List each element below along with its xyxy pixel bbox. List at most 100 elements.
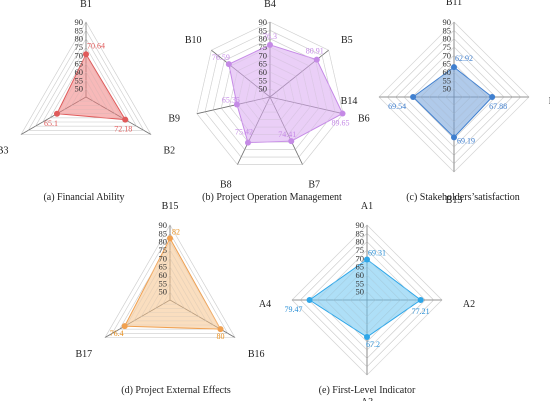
data-area: [123, 237, 222, 330]
panel-caption: (b) Project Operation Management: [202, 192, 342, 203]
tick-label: 80: [356, 237, 365, 247]
tick-label: 55: [356, 278, 365, 288]
tick-label: 50: [159, 287, 168, 297]
grid-overlay: [126, 249, 214, 326]
tick-label: 60: [356, 270, 365, 280]
grid-overlay: [56, 63, 116, 114]
data-point-A1: [364, 256, 370, 263]
axis-label-B7: B7: [308, 179, 320, 190]
tick-label: 80: [259, 34, 268, 44]
tick-label: 75: [443, 42, 452, 52]
data-area: [228, 44, 344, 144]
grid-overlay: [49, 54, 123, 119]
tick-label: 55: [75, 75, 84, 85]
panel-caption: (d) Project External Effects: [121, 385, 231, 396]
tick-label: 90: [443, 17, 452, 27]
grid-ring: [42, 46, 130, 123]
axis-label-B17: B17: [75, 349, 92, 360]
grid-overlay: [349, 282, 385, 318]
tick-label: 55: [259, 75, 268, 85]
grid-overlay: [291, 224, 443, 376]
tick-label: 50: [259, 84, 268, 94]
grid-overlay: [324, 257, 410, 343]
axis-label-B6: B6: [358, 114, 370, 125]
grid-overlay: [140, 266, 200, 317]
value-label-B14: 69.54: [388, 102, 406, 111]
value-label-B4: 76.3: [263, 32, 277, 41]
data-point-B15: [167, 235, 173, 242]
grid-overlay: [386, 29, 522, 165]
grid-overlay: [341, 274, 393, 326]
grid-overlay: [245, 71, 295, 120]
value-label-B5: 80.91: [306, 47, 324, 56]
tick-label: 90: [259, 17, 268, 27]
value-label-B15: 82: [172, 227, 180, 236]
axis-label-B14: B14: [341, 96, 358, 107]
grid-ring: [27, 29, 145, 131]
axis-label-B2: B2: [164, 146, 176, 157]
tick-label: 65: [75, 59, 84, 69]
tick-label: 75: [356, 245, 365, 255]
grid-overlay: [333, 266, 401, 334]
value-label-B2: 72.18: [114, 125, 132, 134]
data-point-B10: [225, 61, 232, 68]
value-label-A4: 79.47: [285, 305, 303, 314]
value-label-B12: 67.88: [489, 102, 507, 111]
axis-label-B12: B12: [549, 96, 550, 107]
tick-label: 65: [259, 59, 268, 69]
data-point-B9: [233, 101, 240, 108]
data-point-B16: [217, 326, 224, 333]
axis-label-B9: B9: [168, 114, 180, 125]
grid-overlay: [229, 55, 311, 135]
grid-overlay: [42, 46, 130, 123]
tick-label: 70: [159, 253, 168, 263]
grid-overlay: [162, 291, 178, 305]
grid-overlay: [316, 249, 418, 351]
data-point-B4: [267, 41, 273, 48]
tick-label: 60: [443, 67, 452, 77]
data-point-B2: [122, 116, 129, 123]
tick-label: 75: [159, 245, 168, 255]
grid-overlay: [71, 79, 101, 106]
value-label-A1: 69.31: [368, 248, 386, 257]
tick-label: 90: [356, 220, 365, 230]
tick-label: 50: [356, 287, 365, 297]
grid-overlay: [445, 88, 463, 106]
grid-overlay: [220, 46, 320, 143]
grid-overlay: [78, 88, 94, 102]
axis-label-B1: B1: [80, 0, 92, 10]
grid-overlay: [155, 282, 185, 309]
grid-overlay: [378, 21, 530, 173]
tick-label: 60: [159, 270, 168, 280]
tick-label: 85: [259, 25, 268, 35]
data-point-A3: [364, 334, 370, 340]
axis-label-B15: B15: [162, 201, 179, 212]
value-label-A3: 67.2: [366, 340, 380, 349]
axis-label-B5: B5: [341, 35, 353, 46]
data-point-B7: [288, 138, 295, 145]
grid-overlay: [111, 232, 229, 334]
grid-overlay: [204, 30, 336, 158]
grid-overlay: [261, 88, 279, 105]
data-point-B14: [410, 94, 417, 100]
grid-ring: [104, 224, 236, 338]
data-point-A2: [417, 297, 424, 303]
tick-label: 65: [443, 59, 452, 69]
grid-ring: [204, 29, 336, 158]
panel-caption: (e) First-Level Indicator: [319, 385, 416, 396]
axis-label-B11: B11: [446, 0, 462, 8]
value-label-B8: 75.42: [235, 128, 253, 137]
grid-ring: [34, 38, 138, 127]
grid-overlay: [299, 232, 435, 368]
value-label-B6: 89.65: [332, 119, 350, 128]
tick-label: 80: [75, 34, 84, 44]
value-label-B3: 65.1: [44, 119, 58, 128]
tick-label: 55: [159, 278, 168, 288]
tick-label: 80: [159, 237, 168, 247]
data-area: [412, 66, 493, 139]
tick-label: 85: [356, 228, 365, 238]
